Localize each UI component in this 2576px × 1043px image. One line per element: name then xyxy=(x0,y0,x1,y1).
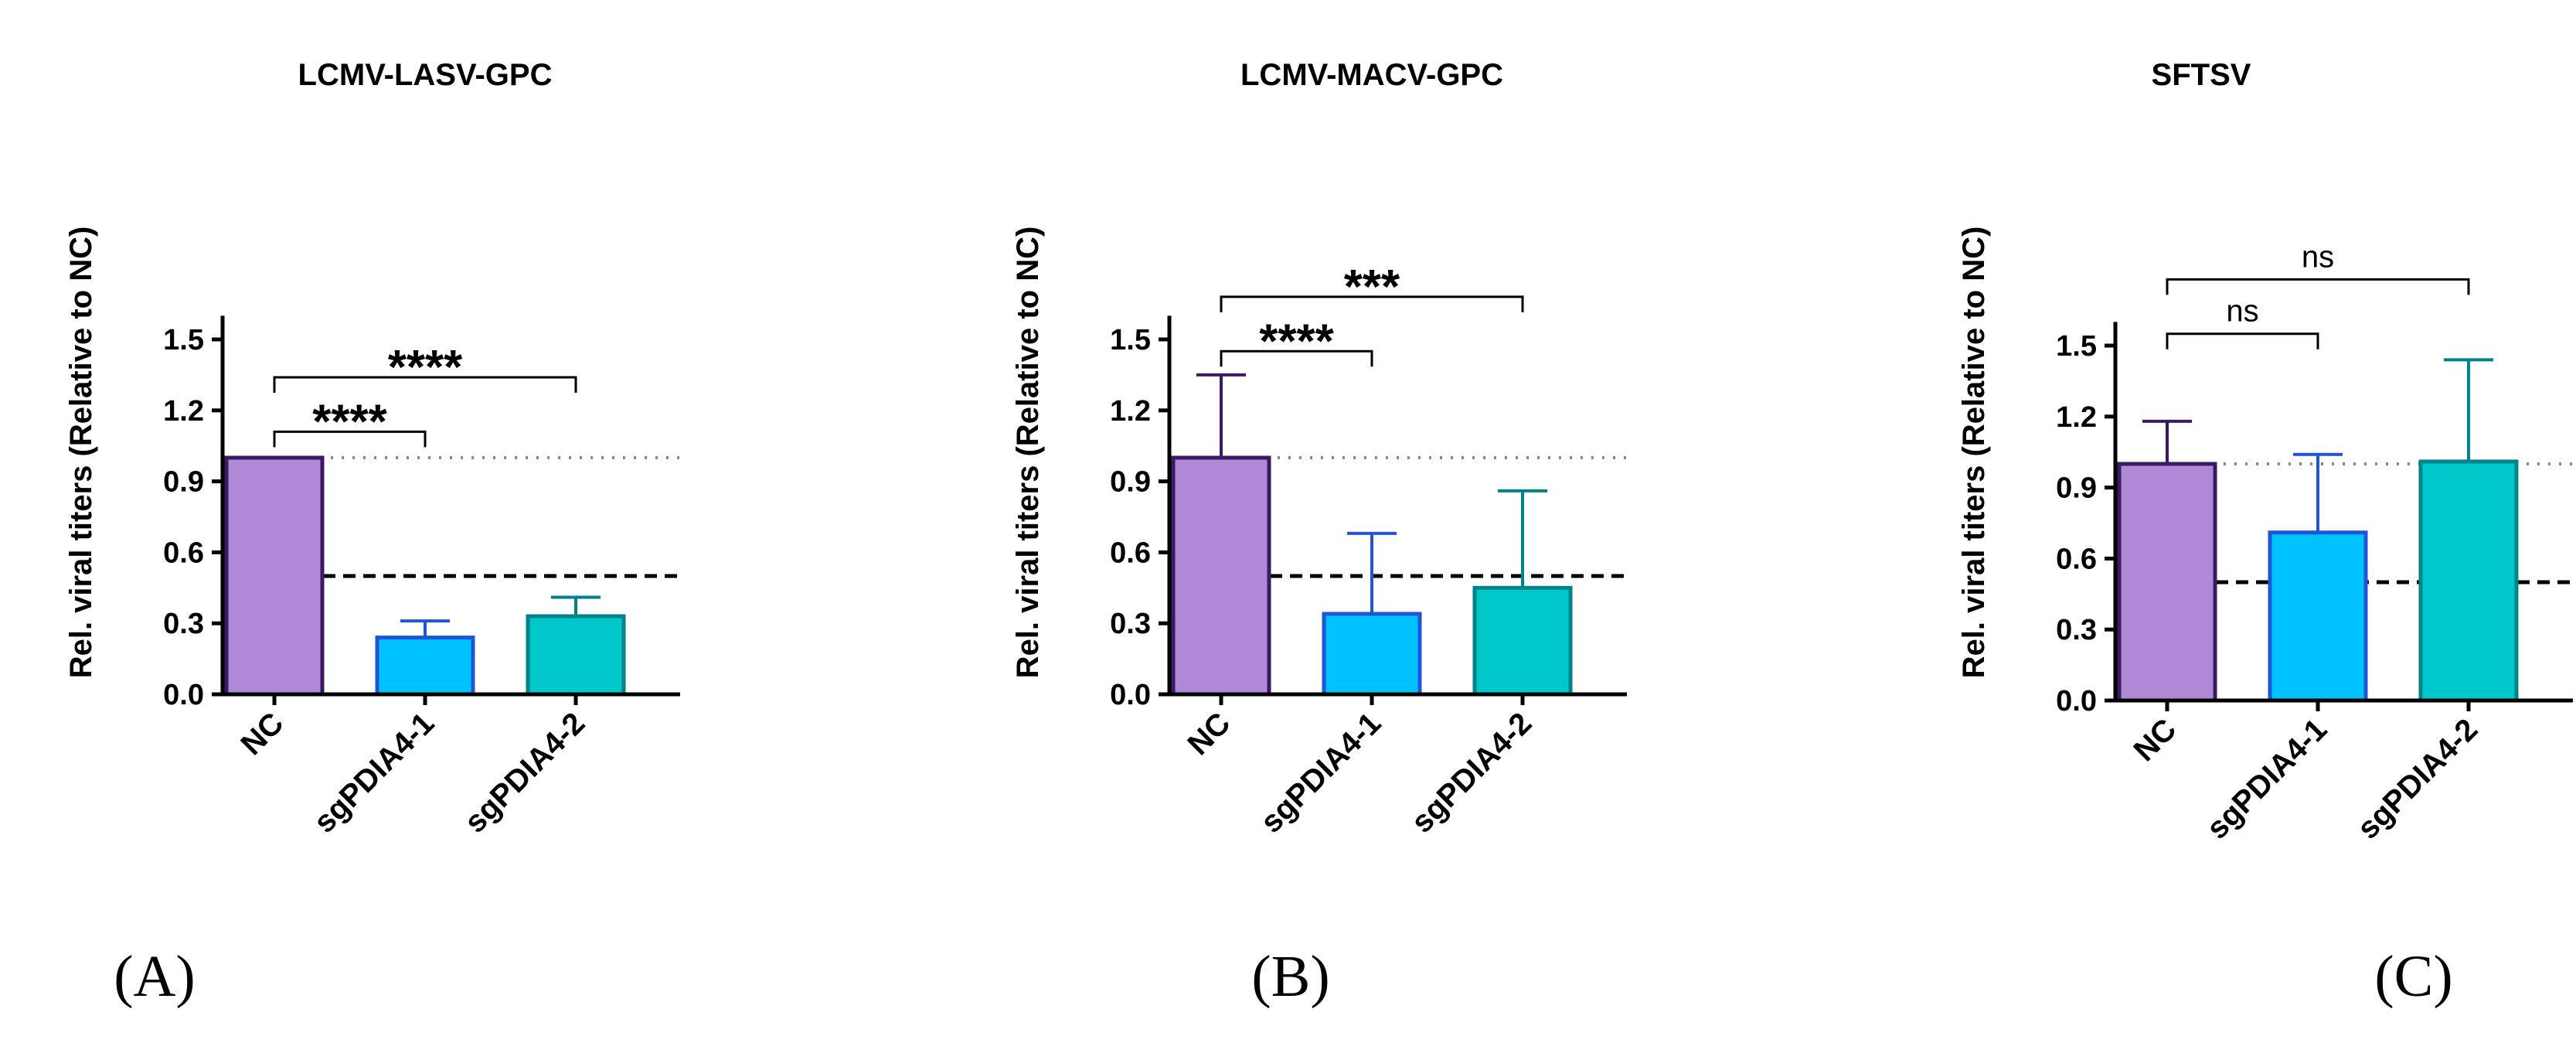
y-tick-label: 1.2 xyxy=(1110,395,1151,428)
significance-bracket xyxy=(273,376,577,393)
chart-title: SFTSV xyxy=(2152,58,2251,92)
bar-sgPDIA4-1 xyxy=(2268,530,2368,703)
y-tick-label: 0.3 xyxy=(2056,614,2097,646)
category-label-sgPDIA4-1: sgPDIA4-1 xyxy=(2200,712,2334,846)
y-tick-label: 1.5 xyxy=(163,324,204,356)
panel-label: (B) xyxy=(1251,944,1329,1009)
y-tick-label: 0.9 xyxy=(2056,472,2097,505)
y-tick-label: 0.9 xyxy=(1110,466,1151,499)
chart-panel-1: LCMV-MACV-GPC (B) Rel. viral titers (Relat… xyxy=(1011,58,1627,1009)
significance-bracket xyxy=(2166,278,2470,295)
bar-NC xyxy=(224,455,325,697)
bar-sgPDIA4-1 xyxy=(375,636,475,697)
y-tick-label: 0.6 xyxy=(1110,537,1151,569)
y-tick-label: 0.0 xyxy=(2056,685,2097,717)
bar-sgPDIA4-2 xyxy=(526,614,626,697)
significance-label: ns xyxy=(2226,295,2258,329)
y-tick-label: 1.2 xyxy=(163,395,204,428)
significance-bracket xyxy=(273,430,427,448)
significance-label: **** xyxy=(388,341,463,394)
significance-label: **** xyxy=(1259,315,1334,368)
chart-panel-2: SFTSV (C) Rel. viral titers (Relative to N… xyxy=(1957,58,2573,1009)
y-axis-label: Rel. viral titers (Relative to NC) xyxy=(64,227,98,679)
bar-NC xyxy=(1171,455,1271,697)
bar-sgPDIA4-2 xyxy=(2418,459,2519,703)
category-label-NC: NC xyxy=(1181,706,1237,762)
y-tick-label: 1.2 xyxy=(2056,401,2097,434)
chart-title: LCMV-MACV-GPC xyxy=(1240,58,1503,92)
bar-sgPDIA4-1 xyxy=(1322,612,1422,697)
y-axis-label: Rel. viral titers (Relative to NC) xyxy=(1957,227,1991,679)
y-tick-label: 1.5 xyxy=(2056,330,2097,363)
panel-label: (C) xyxy=(2374,944,2452,1009)
category-label-sgPDIA4-1: sgPDIA4-1 xyxy=(1254,706,1388,840)
y-tick-label: 0.6 xyxy=(2056,543,2097,575)
significance-label: ns xyxy=(2302,240,2334,274)
category-label-NC: NC xyxy=(2127,712,2183,768)
category-label-sgPDIA4-2: sgPDIA4-2 xyxy=(458,706,592,840)
y-tick-label: 0.6 xyxy=(163,537,204,569)
significance-label: *** xyxy=(1344,261,1400,314)
y-tick-label: 0.0 xyxy=(163,679,204,711)
category-label-sgPDIA4-2: sgPDIA4-2 xyxy=(2351,712,2485,846)
panel-label: (A) xyxy=(114,944,196,1009)
y-tick-label: 0.9 xyxy=(163,466,204,499)
chart-panel-0: LCMV-LASV-GPC (A) Rel. viral titers (Relat… xyxy=(64,58,680,1009)
y-tick-label: 0.0 xyxy=(1110,679,1151,711)
y-tick-label: 0.3 xyxy=(1110,608,1151,640)
significance-bracket xyxy=(1220,295,1524,312)
category-label-sgPDIA4-1: sgPDIA4-1 xyxy=(308,706,441,840)
bar-NC xyxy=(2117,462,2217,703)
significance-bracket xyxy=(2166,332,2319,349)
bar-sgPDIA4-2 xyxy=(1472,585,1573,697)
significance-bracket xyxy=(1220,349,1373,367)
category-label-NC: NC xyxy=(234,706,290,762)
significance-label: **** xyxy=(312,395,387,448)
y-tick-label: 0.3 xyxy=(163,608,204,640)
category-label-sgPDIA4-2: sgPDIA4-2 xyxy=(1405,706,1539,840)
chart-title: LCMV-LASV-GPC xyxy=(298,58,553,92)
y-axis-label: Rel. viral titers (Relative to NC) xyxy=(1011,227,1045,679)
y-tick-label: 1.5 xyxy=(1110,324,1151,356)
